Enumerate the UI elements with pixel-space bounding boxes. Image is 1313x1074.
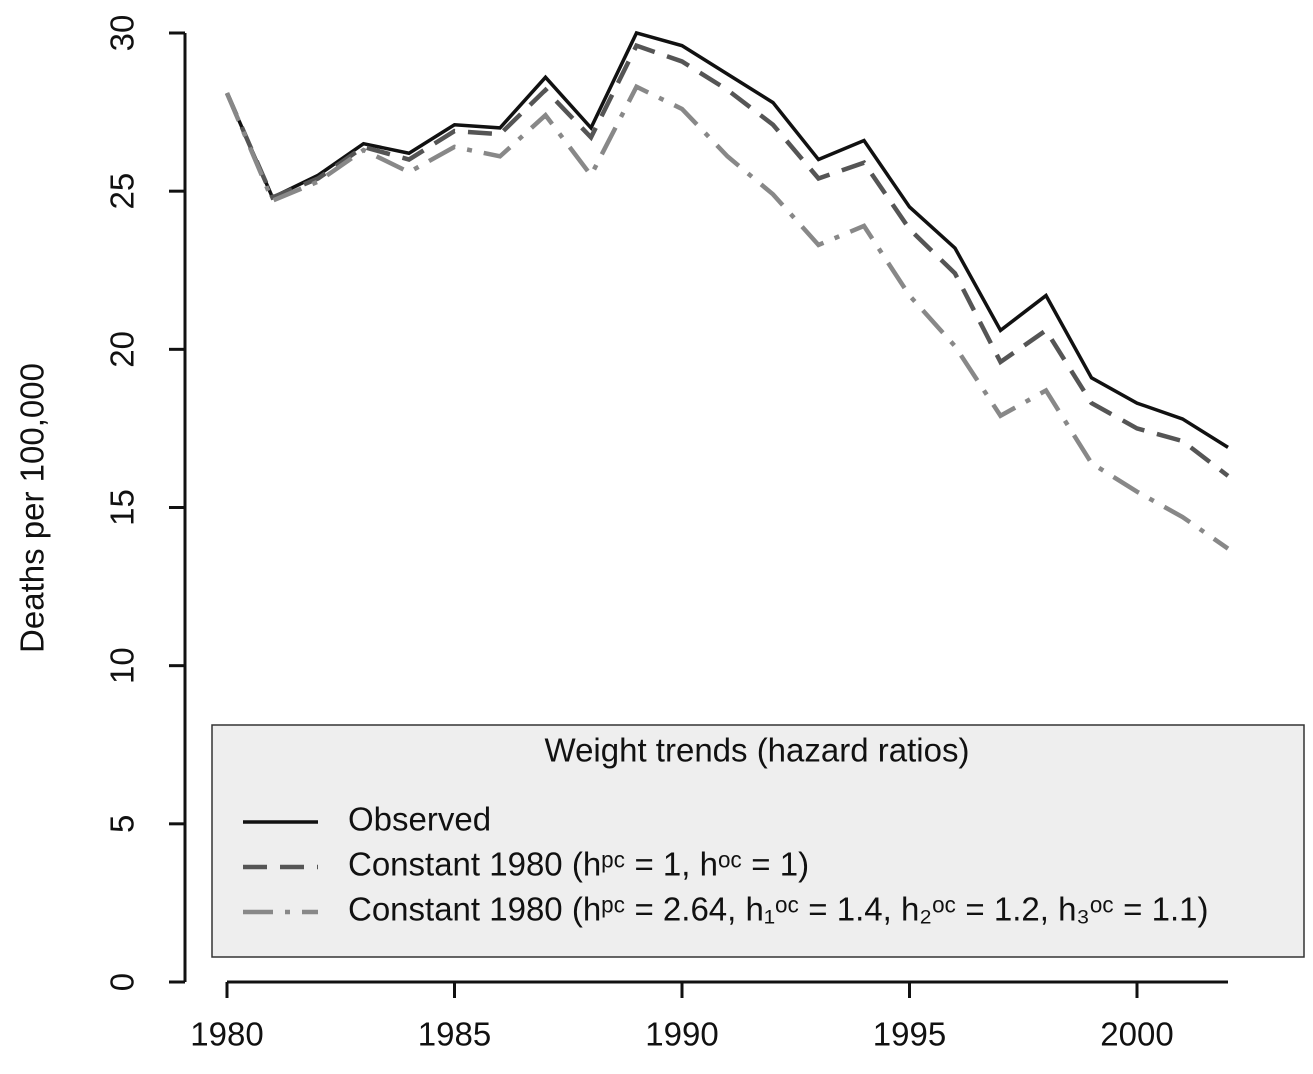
legend-label: Observed: [348, 801, 491, 838]
legend-label: Constant 1980 (hᵖᶜ = 1, hᵒᶜ = 1): [348, 846, 809, 883]
x-tick-label: 2000: [1100, 1016, 1173, 1053]
series-line: [225, 30, 1229, 449]
y-tick-label: 15: [104, 489, 141, 526]
x-tick-label: 1980: [190, 1016, 263, 1053]
legend-box: [211, 724, 1305, 958]
y-tick-label: 0: [104, 973, 141, 991]
y-axis-label: Deaths per 100,000: [14, 363, 51, 653]
x-tick-label: 1985: [418, 1016, 491, 1053]
series-line: [224, 42, 1230, 478]
x-tick-label: 1990: [645, 1016, 718, 1053]
x-tick-label: 1995: [873, 1016, 946, 1053]
y-tick-label: 5: [104, 815, 141, 833]
legend-title: Weight trends (hazard ratios): [545, 732, 970, 769]
y-tick-label: 10: [104, 647, 141, 684]
y-tick-label: 30: [104, 15, 141, 52]
y-tick-label: 20: [104, 331, 141, 368]
legend-label: Constant 1980 (hᵖᶜ = 2.64, h₁ᵒᶜ = 1.4, h…: [348, 891, 1208, 928]
series-line: [224, 83, 1230, 551]
y-tick-label: 25: [104, 173, 141, 210]
